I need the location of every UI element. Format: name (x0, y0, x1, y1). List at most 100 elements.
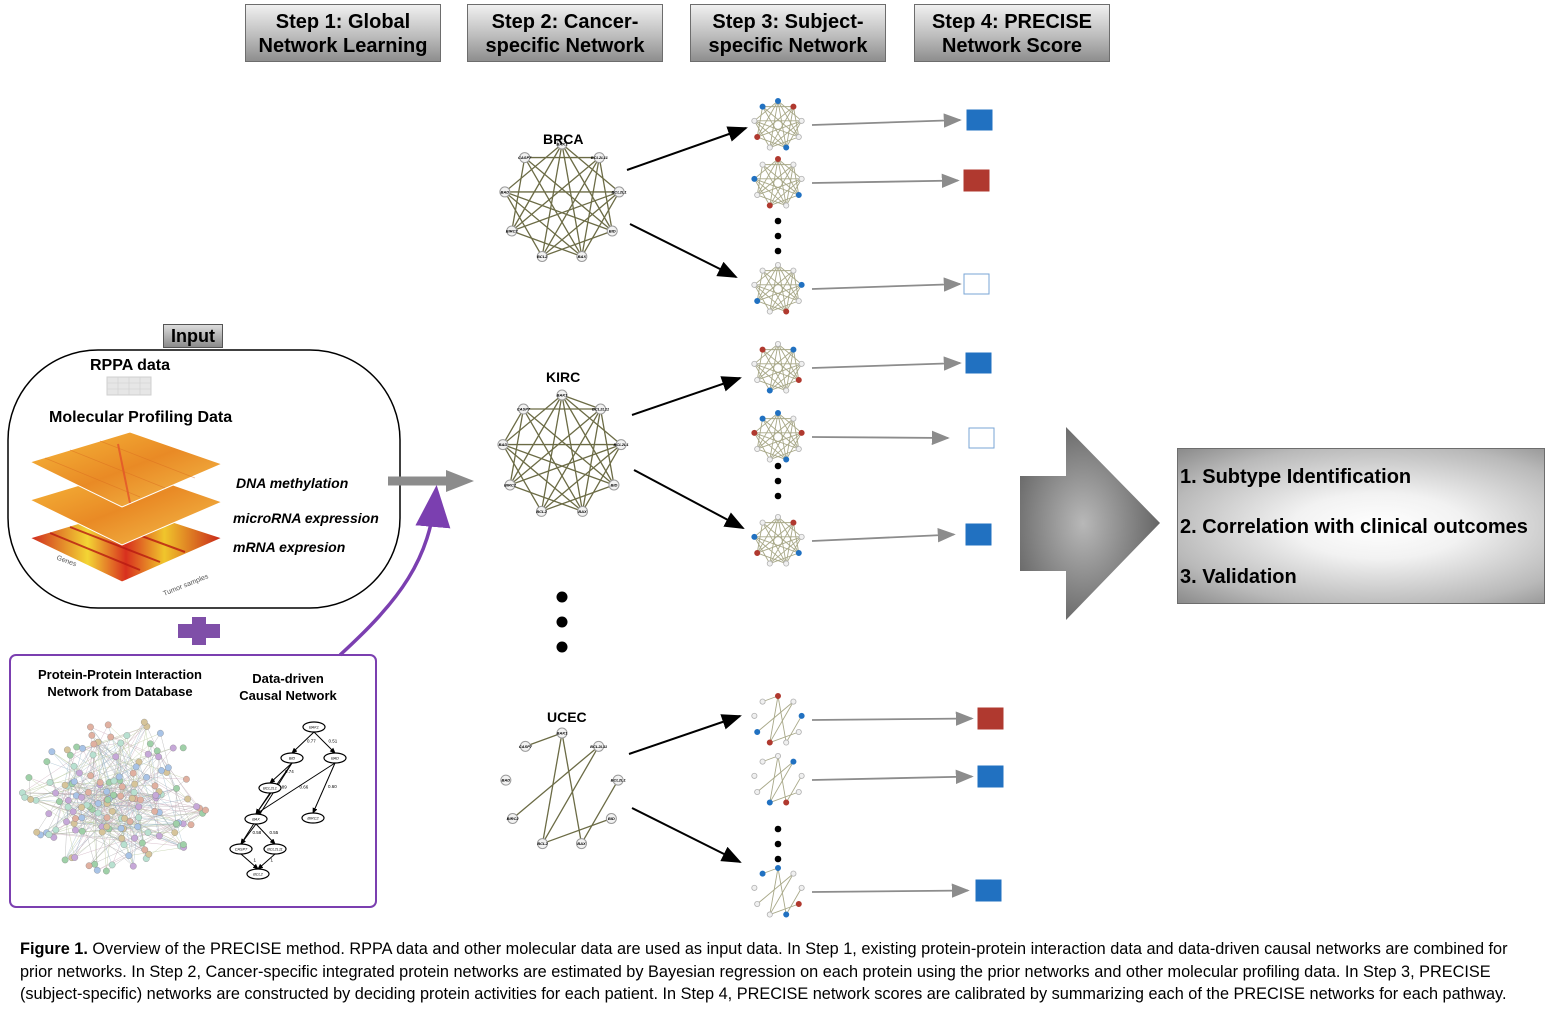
subject-node (775, 340, 782, 347)
ppi-node (87, 772, 94, 780)
network-edge (502, 443, 615, 486)
network-node-label: BIRC2 (507, 816, 520, 821)
ppi-node (103, 788, 111, 795)
subject-edge (785, 164, 794, 206)
ppi-node (151, 782, 159, 790)
ppi-node (79, 745, 86, 752)
ppi-node (126, 818, 134, 825)
ppi-node (70, 778, 78, 785)
ppi-node (73, 743, 80, 751)
causal-edge-weight: 0.89 (278, 785, 287, 790)
ppi-node (144, 750, 152, 758)
causal-edge-weight: 0.77 (307, 739, 316, 744)
network-edge (561, 143, 620, 193)
causal-edge-weight: 0.51 (329, 739, 338, 744)
ppi-node (63, 746, 71, 754)
subject-edge (754, 412, 779, 434)
step-1-header: Step 1: Global Network Learning (245, 4, 441, 62)
subject-edge (754, 432, 787, 460)
ppi-edge (22, 792, 121, 797)
subject-edge (757, 194, 787, 206)
subject-node (798, 175, 805, 182)
ppi-node (115, 773, 123, 781)
network-node-label: BAK1 (557, 142, 569, 147)
subject-to-score-arrow (811, 711, 974, 726)
subject-node (783, 799, 790, 806)
ppi-node (151, 808, 158, 815)
ellipsis-dot (774, 462, 782, 470)
ppi-edge (138, 806, 203, 814)
step-3-line1: Step 3: Subject- (712, 11, 864, 33)
subject-edge (756, 522, 794, 554)
subject-edge (754, 516, 779, 538)
ppi-node (70, 762, 78, 770)
ppi-edge (40, 780, 115, 836)
subject-node (754, 191, 761, 198)
network-score-square (977, 765, 1004, 788)
subject-specific-networks (626, 98, 1004, 918)
ppi-edge (93, 743, 162, 795)
ppi-node (56, 798, 63, 805)
subject-node (783, 202, 790, 209)
network-edge (541, 143, 563, 257)
ellipsis-dot (774, 477, 782, 485)
causal-node (229, 843, 253, 855)
subject-node (754, 376, 761, 383)
prior-network-container (9, 654, 377, 908)
causal-title-line1: Data-driven (252, 671, 324, 686)
network-node-label: BIRC2 (506, 229, 519, 234)
ppi-node (141, 846, 149, 854)
network-edge (525, 732, 563, 747)
subject-edge (754, 536, 787, 564)
subject-edge (754, 284, 787, 312)
causal-edge-weight: 0.66 (300, 785, 309, 790)
ppi-node (89, 751, 97, 759)
ppi-node (71, 854, 79, 861)
ppi-node (107, 733, 115, 741)
network-edge (511, 191, 620, 232)
subject-edge (769, 158, 779, 206)
subject-edge (756, 270, 794, 302)
network-edge (509, 484, 583, 512)
network-edge (511, 143, 563, 232)
ppi-node (103, 867, 110, 875)
network-edge (502, 408, 524, 445)
subject-edge (769, 516, 779, 564)
subject-to-score-arrow (811, 113, 962, 128)
subject-to-score-arrow (811, 173, 960, 188)
subject-edge (756, 349, 764, 381)
subject-edge (769, 552, 799, 564)
network-edge (511, 230, 583, 258)
subject-edge (756, 100, 779, 138)
causal-edge-weight: 0.60 (328, 784, 337, 789)
causal-edge-weight: 0.74 (285, 769, 294, 774)
ppi-edge (48, 823, 75, 835)
network-edge (540, 408, 602, 512)
subject-edge (785, 349, 794, 391)
network-score-square (965, 523, 992, 546)
rppa-label: RPPA data (90, 357, 171, 374)
subject-edge (777, 516, 800, 554)
subject-node (775, 98, 782, 105)
input-label: Input (163, 324, 223, 348)
network-ucec: BAK1 BCL2L11 BCL2L1 BID BAX BCL2 BIRC2 BAD CASP7 (500, 727, 626, 850)
network-edge (523, 408, 615, 486)
ppi-node (76, 769, 83, 777)
causal-title: Data-driven Causal Network (222, 670, 354, 704)
network-node (556, 389, 568, 401)
network-edge (561, 394, 601, 410)
subject-edge (757, 178, 802, 196)
subject-edge (762, 106, 800, 138)
network-node-label: BCL2L1 (614, 442, 630, 447)
causal-node-label: BAK1 (309, 725, 319, 729)
ppi-edge (128, 847, 184, 856)
ppi-node (143, 773, 150, 781)
subject-edge (792, 349, 800, 381)
ppi-edge (146, 813, 203, 859)
subject-edge (785, 284, 803, 312)
subject-edge (756, 343, 779, 381)
ppi-node (180, 841, 187, 848)
step-4-header: Step 4: PRECISE Network Score (914, 4, 1110, 62)
cancer-to-subject-arrow (631, 807, 742, 863)
subject-edge (769, 432, 802, 460)
